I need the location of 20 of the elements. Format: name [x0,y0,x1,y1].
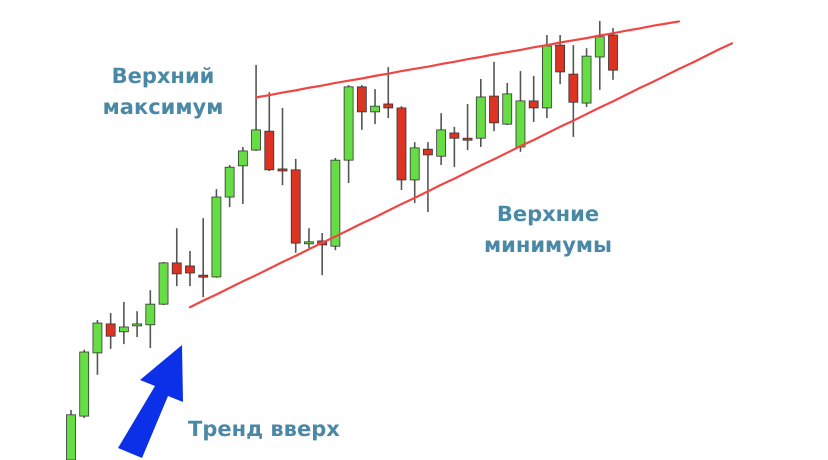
candlestick [278,107,288,186]
annotation: Тренд вверх [188,417,340,441]
candlestick [132,310,142,338]
candlestick [370,88,380,125]
candlestick [106,312,116,350]
candlestick [145,289,156,349]
candlestick [423,141,433,213]
candlestick [594,20,605,91]
candlestick [118,301,129,345]
candlestick [462,103,472,151]
candlestick [449,126,460,168]
candlestick [251,64,261,152]
candlestick [383,66,394,119]
candlestick [172,227,182,287]
annotation: Верхний максимум [102,64,224,119]
annotation: Верхние минимумы [484,202,612,257]
candlestick [304,227,314,249]
candlestick [528,75,539,123]
candlestick [238,146,248,205]
candlestick [185,250,195,287]
